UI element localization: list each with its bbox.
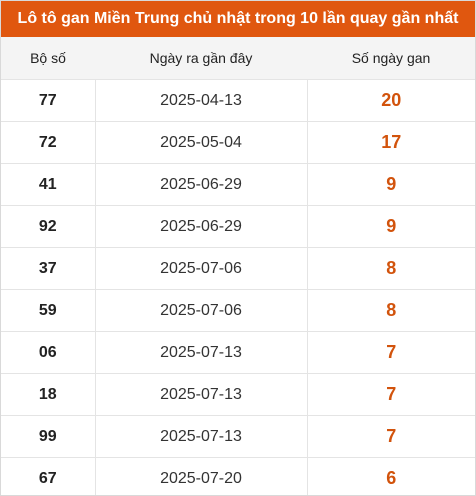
days-cell: 9	[307, 205, 475, 248]
number-cell: 67	[1, 457, 96, 495]
table-row: 77 2025-04-13 20	[1, 79, 475, 122]
days-cell: 17	[307, 121, 475, 164]
number-cell: 72	[1, 121, 96, 164]
column-header-number: Bộ số	[1, 37, 95, 80]
last-date-cell: 2025-06-29	[95, 205, 308, 248]
number-cell: 18	[1, 373, 96, 416]
last-date-cell: 2025-07-13	[95, 373, 308, 416]
days-cell: 6	[307, 457, 475, 495]
last-date-cell: 2025-06-29	[95, 163, 308, 206]
last-date-cell: 2025-04-13	[95, 79, 308, 122]
table-row: 67 2025-07-20 6	[1, 457, 475, 495]
last-date-cell: 2025-07-06	[95, 289, 308, 332]
table-header: Bộ số Ngày ra gần đây Số ngày gan	[1, 37, 475, 80]
table-row: 06 2025-07-13 7	[1, 331, 475, 374]
table-row: 59 2025-07-06 8	[1, 289, 475, 332]
table-row: 18 2025-07-13 7	[1, 373, 475, 416]
days-cell: 7	[307, 331, 475, 374]
days-cell: 7	[307, 373, 475, 416]
table-row: 99 2025-07-13 7	[1, 415, 475, 458]
days-cell: 9	[307, 163, 475, 206]
number-cell: 06	[1, 331, 96, 374]
table-row: 72 2025-05-04 17	[1, 121, 475, 164]
number-cell: 77	[1, 79, 96, 122]
number-cell: 92	[1, 205, 96, 248]
number-cell: 37	[1, 247, 96, 290]
last-date-cell: 2025-05-04	[95, 121, 308, 164]
table-title: Lô tô gan Miền Trung chủ nhật trong 10 l…	[1, 1, 475, 37]
days-cell: 20	[307, 79, 475, 122]
last-date-cell: 2025-07-20	[95, 457, 308, 495]
table-row: 41 2025-06-29 9	[1, 163, 475, 206]
table-row: 92 2025-06-29 9	[1, 205, 475, 248]
table-body: 77 2025-04-13 20 72 2025-05-04 17 41 202…	[1, 79, 475, 495]
days-cell: 8	[307, 247, 475, 290]
column-header-days: Số ngày gan	[307, 37, 475, 80]
column-header-last-date: Ngày ra gần đây	[95, 37, 307, 80]
header-row: Bộ số Ngày ra gần đây Số ngày gan	[1, 37, 475, 80]
days-cell: 8	[307, 289, 475, 332]
number-cell: 59	[1, 289, 96, 332]
gan-table: Bộ số Ngày ra gần đây Số ngày gan 77 202…	[1, 37, 475, 495]
table-row: 37 2025-07-06 8	[1, 247, 475, 290]
number-cell: 99	[1, 415, 96, 458]
days-cell: 7	[307, 415, 475, 458]
number-cell: 41	[1, 163, 96, 206]
last-date-cell: 2025-07-06	[95, 247, 308, 290]
last-date-cell: 2025-07-13	[95, 331, 308, 374]
last-date-cell: 2025-07-13	[95, 415, 308, 458]
